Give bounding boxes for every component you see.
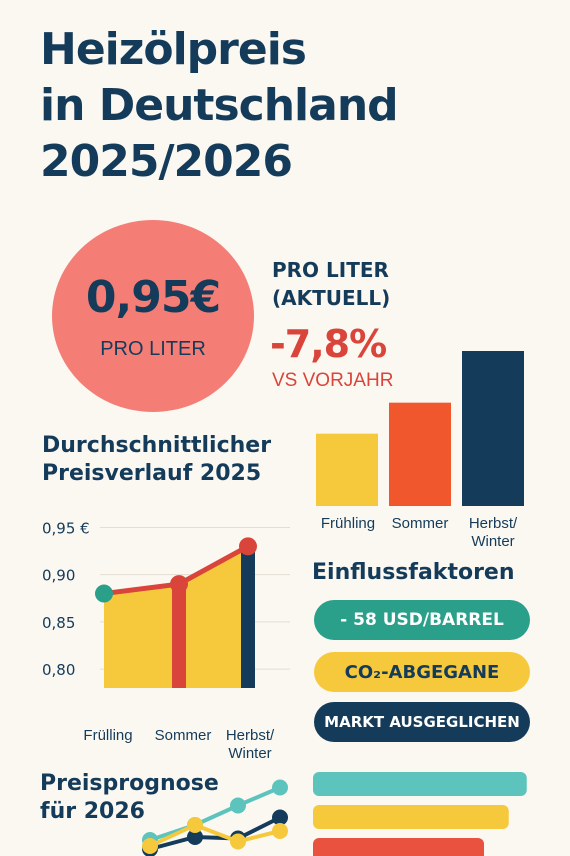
forecast-chart-title: Preisprognose für 2026 xyxy=(40,770,219,826)
avg-point-1 xyxy=(95,584,113,603)
avg-chart-title: Durchschnittlicher Preisverlauf 2025 xyxy=(42,432,271,488)
forecast-point-1-3 xyxy=(230,797,246,814)
forecast-line-3 xyxy=(149,822,281,848)
forecast-point-2-2 xyxy=(187,829,203,845)
factors-title: Einflussfaktoren xyxy=(312,560,515,585)
season-bar-3 xyxy=(462,351,524,506)
price-circle: 0,95€ PRO LITER xyxy=(52,220,254,412)
forecast-line-2 xyxy=(149,815,281,851)
page-title: Heizölpreis in Deutschland 2025/2026 xyxy=(40,22,560,190)
avg-title-line-1: Durchschnittlicher xyxy=(42,433,272,458)
stat-label: PRO LITER (AKTUELL) xyxy=(272,256,390,312)
season-bar-label-3: Herbst/ xyxy=(469,515,518,532)
factor-pill-1: - 58 USD/BARREL xyxy=(314,600,530,640)
avg-xlabel-2: Sommer xyxy=(155,727,212,744)
avg-title-line-2: Preisverlauf 2025 xyxy=(42,461,262,486)
avg-point-2 xyxy=(170,575,188,594)
season-bar-label-2: Sommer xyxy=(392,515,449,532)
title-line-1: Heizölpreis xyxy=(40,24,307,75)
season-bar-1 xyxy=(316,433,378,506)
avg-point-3 xyxy=(239,537,257,556)
change-comparison: VS VORJAHR xyxy=(272,370,394,391)
factor-pill-2: CO₂-ABGEGANE xyxy=(314,652,530,692)
forecast-bar-3 xyxy=(313,838,484,856)
forecast-point-2-4 xyxy=(272,809,288,826)
title-line-2: in Deutschland xyxy=(40,80,399,131)
forecast-point-1-4 xyxy=(272,779,288,796)
season-bar-2 xyxy=(389,402,451,506)
stat-label-line-1: PRO LITER xyxy=(272,258,389,282)
change-value: -7,8% xyxy=(270,322,387,366)
avg-bar-herbst xyxy=(241,546,255,688)
avg-bar-sommer xyxy=(172,584,186,688)
avg-ytick-label-4: 0,80 xyxy=(42,661,75,679)
season-bar-label-3: Winter xyxy=(471,533,514,550)
stat-label-line-2: (AKTUELL) xyxy=(272,286,391,310)
avg-ytick-label-2: 0,90 xyxy=(42,567,75,585)
price-value: 0,95€ xyxy=(85,272,221,323)
avg-ytick-label-3: 0,85 xyxy=(42,614,75,632)
avg-ytick-label-1: 0,95 € xyxy=(42,519,90,537)
avg-xlabel-3b: Winter xyxy=(228,745,271,762)
forecast-point-3-1 xyxy=(142,838,158,854)
avg-xlabel-1: Frülling xyxy=(83,727,132,744)
forecast-title-line-1: Preisprognose xyxy=(40,771,219,796)
season-bar-label-1: Frühling xyxy=(321,515,375,532)
price-unit: PRO LITER xyxy=(100,338,206,360)
title-line-3: 2025/2026 xyxy=(40,136,293,187)
forecast-title-line-2: für 2026 xyxy=(40,799,145,824)
forecast-point-3-4 xyxy=(272,823,288,839)
forecast-bar-1 xyxy=(313,772,527,796)
factor-pill-3: MARKT AUSGEGLICHEN xyxy=(314,702,530,742)
forecast-point-3-2 xyxy=(187,817,203,833)
forecast-line-1 xyxy=(149,785,281,842)
avg-xlabel-3a: Herbst/ xyxy=(226,727,275,744)
forecast-bar-2 xyxy=(313,805,509,829)
forecast-point-3-3 xyxy=(230,833,246,850)
